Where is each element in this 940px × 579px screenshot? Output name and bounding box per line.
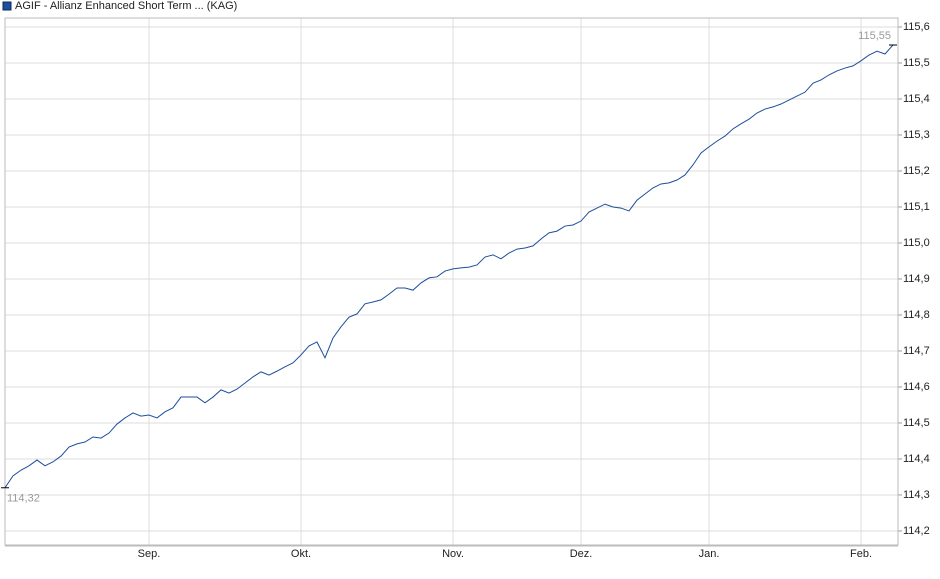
value-label: 115,55 <box>858 30 891 42</box>
legend-swatch <box>2 1 12 11</box>
y-tick-label: 115,4 <box>903 93 930 105</box>
y-tick-label: 114,4 <box>903 453 930 465</box>
value-label: 114,32 <box>7 493 40 505</box>
y-tick-label: 114,3 <box>903 489 930 501</box>
series-line <box>4 44 894 489</box>
y-tick-label: 115,1 <box>903 201 930 213</box>
y-tick-label: 115,2 <box>903 165 930 177</box>
y-tick-label: 114,6 <box>903 381 930 393</box>
x-tick-label: Jan. <box>699 548 720 560</box>
y-tick-label: 114,8 <box>903 309 930 321</box>
x-tick-label: Feb. <box>850 548 872 560</box>
plot-frame <box>4 17 899 546</box>
y-tick-label: 114,5 <box>903 417 930 429</box>
legend-label: AGIF - Allianz Enhanced Short Term ... (… <box>15 0 237 12</box>
y-tick-label: 115,5 <box>903 57 930 69</box>
y-tick-label: 114,7 <box>903 345 930 357</box>
y-tick-label: 115,6 <box>903 21 930 33</box>
y-tick-label: 114,9 <box>903 273 930 285</box>
y-tick-label: 115,0 <box>903 237 930 249</box>
y-tick-label: 114,2 <box>903 525 930 537</box>
x-tick-label: Sep. <box>138 548 161 560</box>
x-tick-label: Okt. <box>291 548 311 560</box>
x-tick-label: Dez. <box>570 548 593 560</box>
x-tick-label: Nov. <box>442 548 464 560</box>
y-tick-label: 115,3 <box>903 129 930 141</box>
